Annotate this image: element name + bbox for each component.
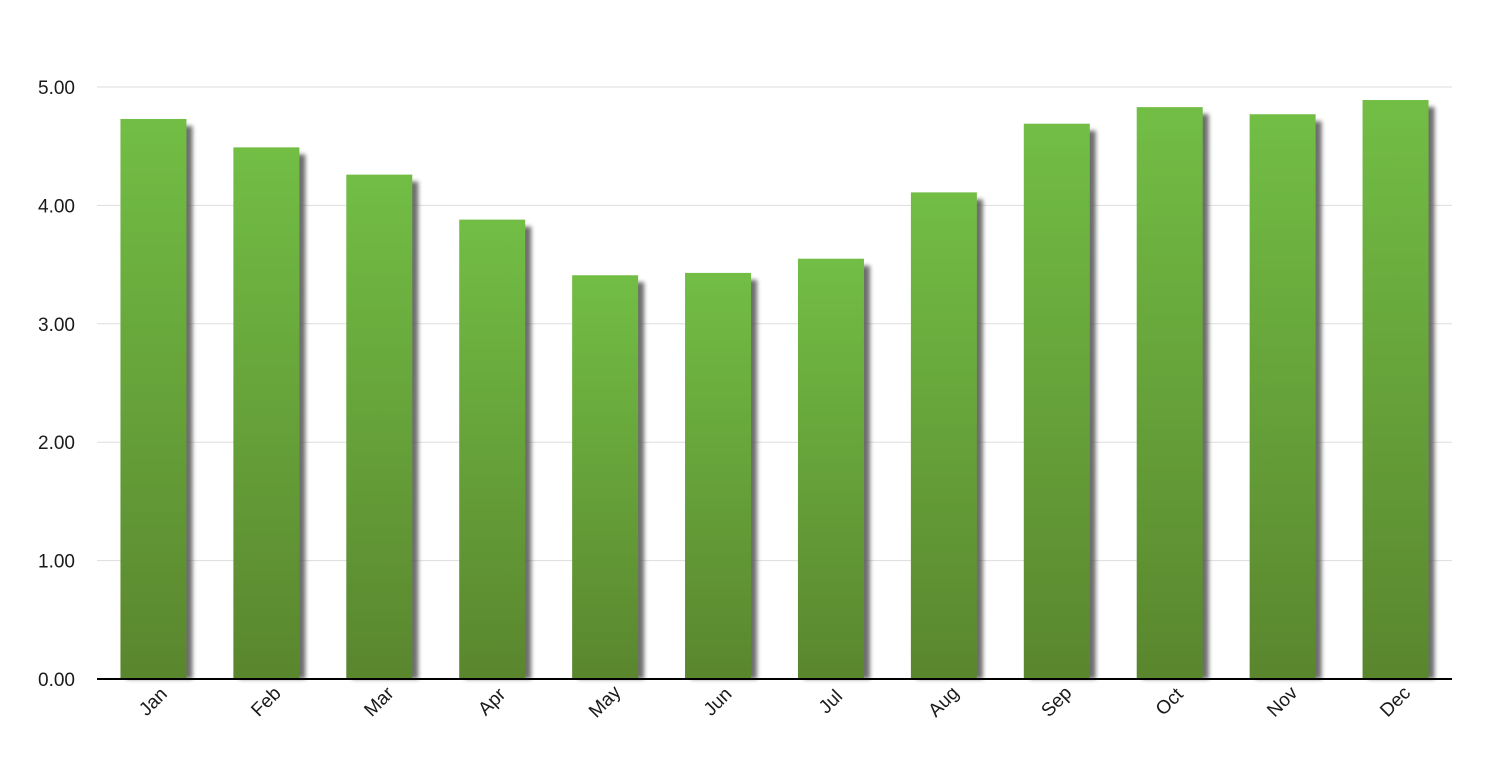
y-tick-label: 0.00 <box>38 670 75 691</box>
bar-jun <box>685 272 752 679</box>
bar-oct <box>1136 107 1203 680</box>
x-tick-label: May <box>585 682 626 723</box>
bar-mar <box>346 174 413 679</box>
x-tick-label: Dec <box>1376 683 1415 722</box>
x-tick-label: Aug <box>925 683 964 722</box>
y-tick-label: 2.00 <box>38 433 75 454</box>
y-tick-label: 1.00 <box>38 552 75 573</box>
x-tick-label: Feb <box>247 683 285 721</box>
x-tick-label: Nov <box>1263 682 1302 721</box>
gridlines <box>97 86 1452 562</box>
bar-aug <box>910 192 977 679</box>
bar-apr <box>459 219 526 679</box>
x-tick-label: Jun <box>700 684 737 721</box>
x-axis-ticks: Jan Feb Mar Apr May Jun Jul Aug Sep Oct Nov Dec <box>135 682 1415 723</box>
bar-nov <box>1249 114 1316 680</box>
bar-shadows <box>126 107 1435 680</box>
x-tick-label: Jan <box>135 684 172 721</box>
y-tick-label: 4.00 <box>38 196 75 217</box>
x-tick-label: Apr <box>474 684 510 720</box>
bar-feb <box>233 147 300 679</box>
y-tick-label: 3.00 <box>38 315 75 336</box>
x-tick-label: Oct <box>1152 684 1188 720</box>
bar-sep <box>1023 123 1090 680</box>
y-axis-ticks: 0.00 1.00 2.00 3.00 4.00 5.00 <box>38 78 75 691</box>
bar-dec <box>1362 100 1429 680</box>
bar-jan <box>120 118 187 679</box>
bar-may <box>572 275 639 679</box>
x-tick-label: Jul <box>815 686 847 718</box>
x-tick-label: Sep <box>1038 683 1077 722</box>
bar-jul <box>797 258 864 679</box>
bars <box>120 100 1429 680</box>
y-tick-label: 5.00 <box>38 78 75 99</box>
x-tick-label: Mar <box>360 683 398 721</box>
